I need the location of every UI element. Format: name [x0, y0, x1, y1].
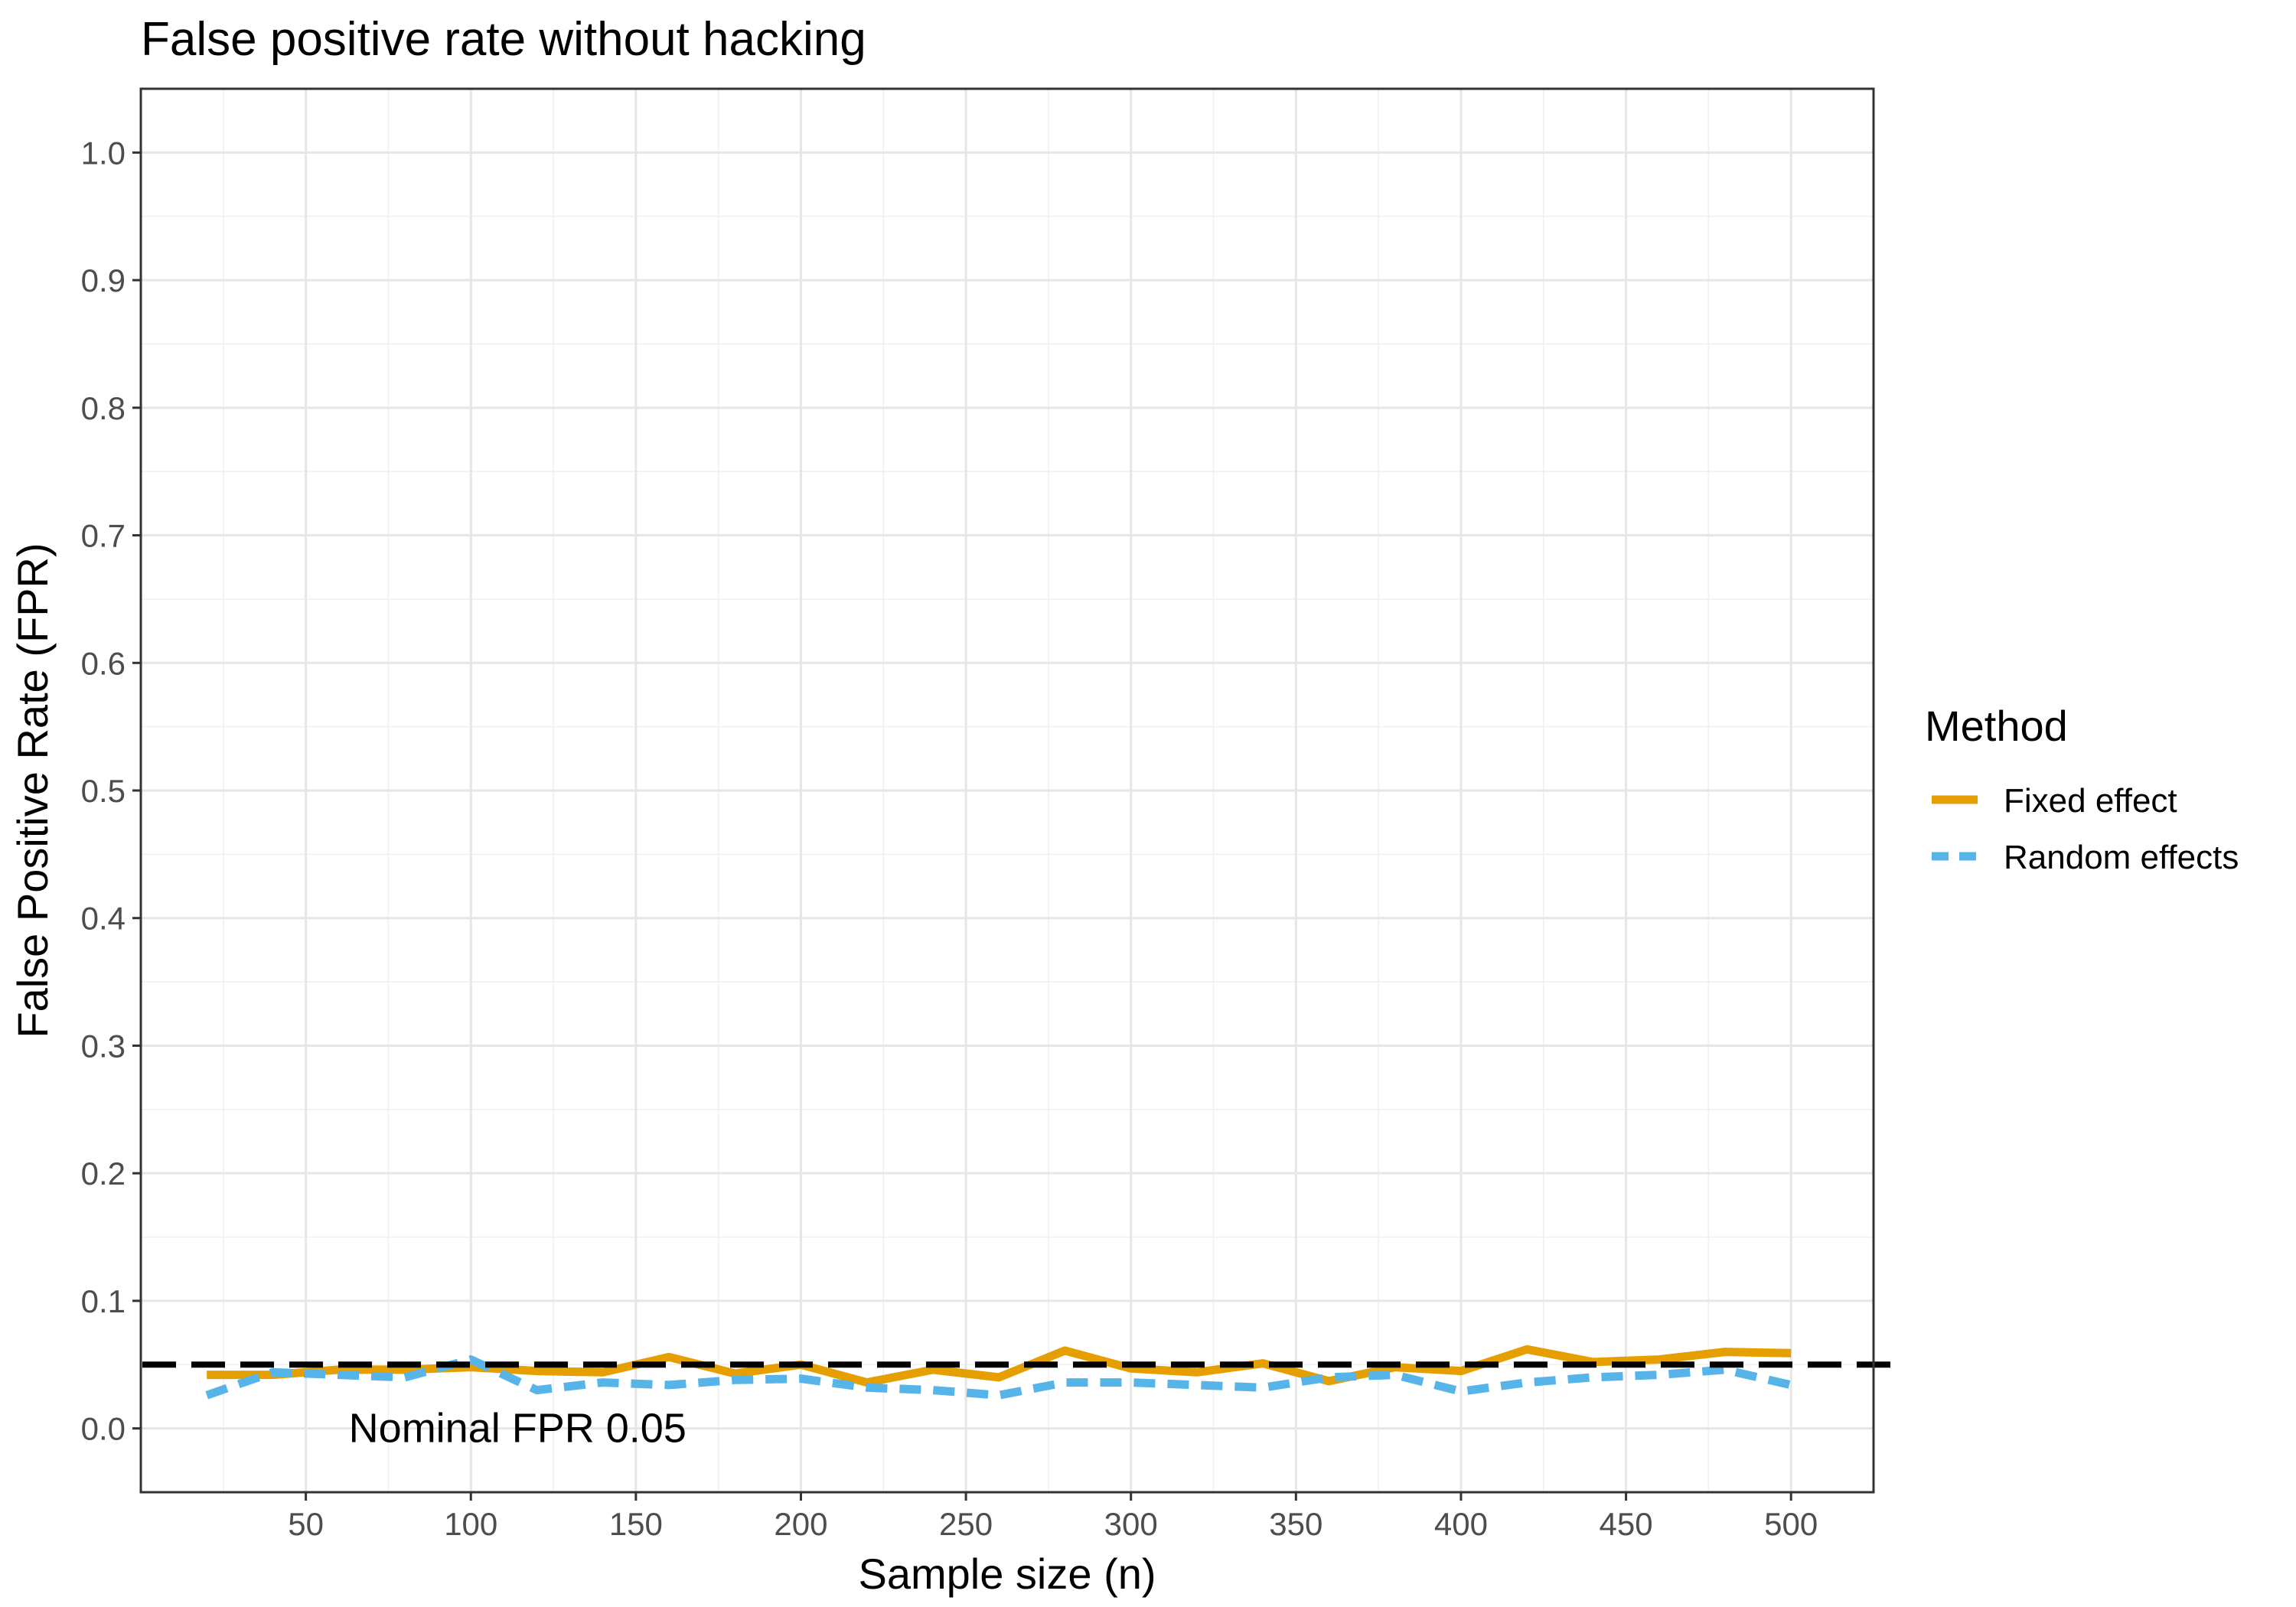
series-line-fixed-effect: [207, 1345, 1792, 1387]
x-tick-label: 150: [609, 1506, 663, 1542]
legend-label: Random effects: [2004, 839, 2239, 876]
y-tick-label: 0.9: [81, 262, 126, 298]
nominal-fpr-label: Nominal FPR 0.05: [349, 1406, 687, 1452]
x-tick-label: 300: [1104, 1506, 1158, 1542]
legend-title: Method: [1925, 702, 2068, 750]
legend: Method Fixed effect Random effects: [1925, 702, 2239, 876]
y-tick-label: 0.4: [81, 901, 126, 937]
y-tick-label: 0.5: [81, 773, 126, 809]
y-tick-label: 0.8: [81, 390, 126, 426]
y-tick-label: 0.3: [81, 1028, 126, 1064]
x-axis-title: Sample size (n): [858, 1550, 1156, 1598]
y-tick-label: 0.0: [81, 1411, 126, 1447]
x-tick-label: 450: [1600, 1506, 1653, 1542]
y-axis-title: False Positive Rate (FPR): [8, 543, 57, 1038]
series-line-random-effects: [205, 1355, 1792, 1400]
y-tick-label: 1.0: [81, 135, 126, 171]
y-axis-ticks: 0.0 0.1 0.2 0.3 0.4 0.5 0.6 0.7 0.8 0.9 1.0: [81, 135, 141, 1447]
x-tick-label: 500: [1764, 1506, 1818, 1542]
x-tick-label: 250: [939, 1506, 993, 1542]
chart-title: False positive rate without hacking: [141, 13, 866, 66]
x-tick-label: 50: [288, 1506, 324, 1542]
y-tick-label: 0.1: [81, 1283, 126, 1319]
x-tick-label: 200: [774, 1506, 827, 1542]
reference-line-group: Nominal FPR 0.05: [142, 1361, 1900, 1452]
x-axis-ticks: 50 100 150 200 250 300 350 400 450 500: [288, 1492, 1818, 1542]
x-tick-label: 350: [1269, 1506, 1322, 1542]
y-tick-label: 0.6: [81, 645, 126, 681]
series-group: [205, 1345, 1792, 1400]
major-gridlines: [141, 89, 1874, 1492]
legend-label: Fixed effect: [2004, 782, 2177, 820]
x-tick-label: 400: [1434, 1506, 1488, 1542]
y-tick-label: 0.2: [81, 1156, 126, 1191]
x-tick-label: 100: [444, 1506, 497, 1542]
legend-items: Fixed effect Random effects: [1932, 782, 2239, 876]
y-tick-label: 0.7: [81, 518, 126, 554]
